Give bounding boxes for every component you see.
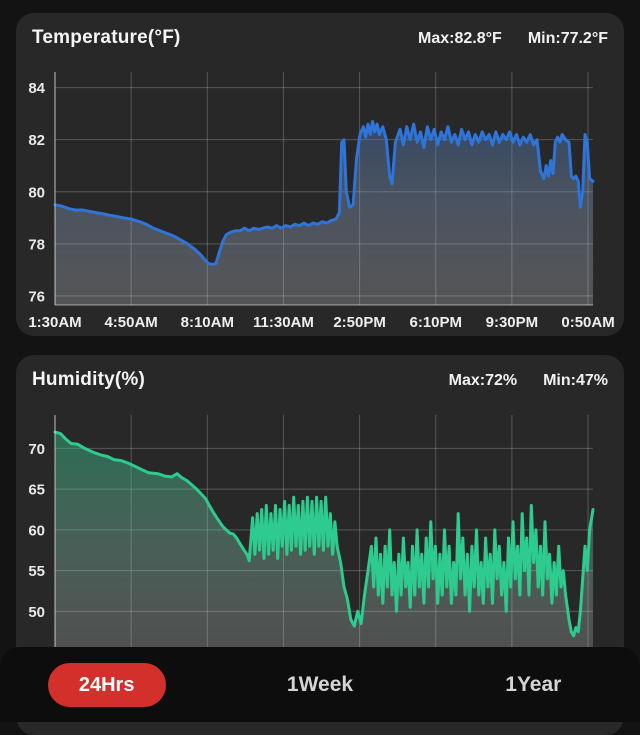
svg-text:6:10PM: 6:10PM xyxy=(409,314,462,331)
humidity-title: Humidity(%) xyxy=(32,369,146,390)
svg-text:2:50PM: 2:50PM xyxy=(333,314,386,331)
svg-text:4:50AM: 4:50AM xyxy=(104,314,157,331)
humidity-min-value: Min:47% xyxy=(543,372,608,389)
svg-text:55: 55 xyxy=(28,563,45,580)
tab-24hrs[interactable]: 24Hrs xyxy=(47,662,166,707)
svg-text:82: 82 xyxy=(28,132,45,149)
svg-text:8:10AM: 8:10AM xyxy=(181,314,234,331)
temperature-minmax: Max:82.8°F Min:77.2°F xyxy=(418,30,608,48)
svg-text:65: 65 xyxy=(28,482,45,499)
tab-slot-1week: 1Week xyxy=(213,665,426,704)
svg-text:60: 60 xyxy=(28,522,45,539)
tab-1week[interactable]: 1Week xyxy=(287,665,353,704)
temperature-min-value: Min:77.2°F xyxy=(527,30,608,47)
temperature-chart: 84 82 80 78 76 1:30AM 4:50AM 8:10AM 11:30AM 2:50P… xyxy=(28,72,615,331)
temperature-max-value: Max:82.8°F xyxy=(418,30,502,47)
tab-slot-24hrs: 24Hrs xyxy=(0,662,213,707)
time-range-tabbar: 24Hrs 1Week 1Year xyxy=(0,647,640,722)
svg-text:84: 84 xyxy=(28,80,45,97)
humidity-card-header: Humidity(%) Max:72% Min:47% xyxy=(32,369,608,391)
svg-text:70: 70 xyxy=(28,441,45,458)
svg-text:9:30PM: 9:30PM xyxy=(486,314,539,331)
tab-slot-1year: 1Year xyxy=(427,665,640,704)
humidity-max-value: Max:72% xyxy=(448,372,518,389)
temperature-card-header: Temperature(°F) Max:82.8°F Min:77.2°F xyxy=(32,27,608,49)
svg-text:11:30AM: 11:30AM xyxy=(253,314,314,331)
svg-text:0:50AM: 0:50AM xyxy=(561,314,614,331)
temperature-card: Temperature(°F) Max:82.8°F Min:77.2°F 84… xyxy=(16,13,624,336)
svg-text:50: 50 xyxy=(28,604,45,621)
svg-text:1:30AM: 1:30AM xyxy=(28,314,81,331)
tab-1year[interactable]: 1Year xyxy=(505,665,561,704)
humidity-minmax: Max:72% Min:47% xyxy=(449,372,608,390)
svg-text:78: 78 xyxy=(28,236,45,253)
svg-text:76: 76 xyxy=(28,288,45,305)
temperature-title: Temperature(°F) xyxy=(32,27,181,48)
svg-text:80: 80 xyxy=(28,184,45,201)
